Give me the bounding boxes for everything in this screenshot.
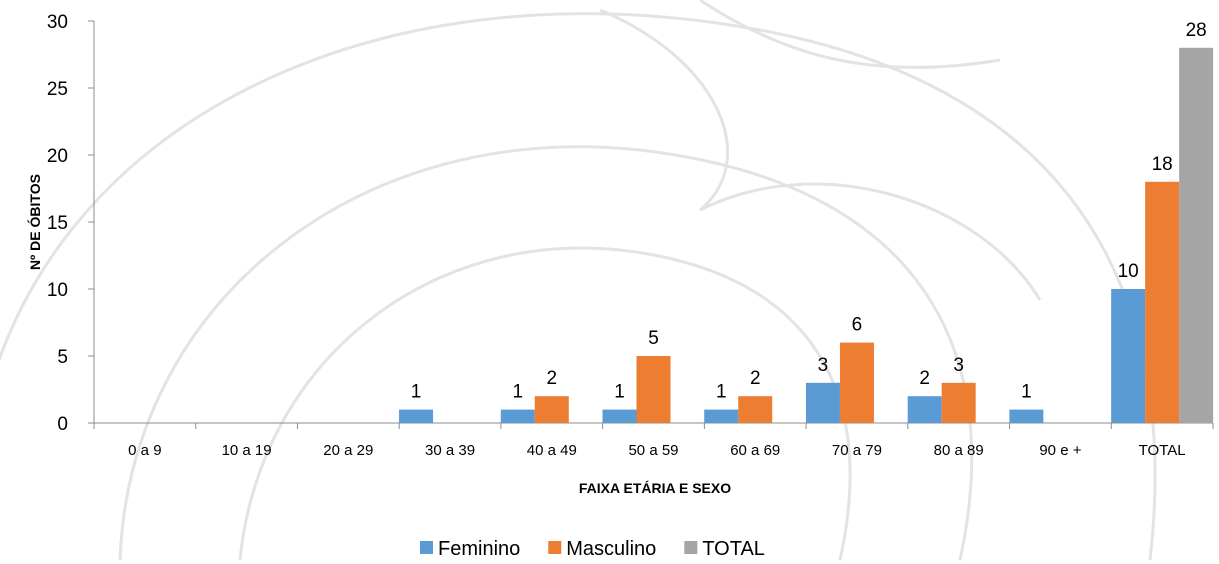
data-label: 3 bbox=[953, 355, 964, 376]
legend-swatch bbox=[420, 541, 433, 554]
x-tick-label: 50 a 59 bbox=[628, 442, 678, 459]
data-label: 1 bbox=[1021, 382, 1032, 403]
bar bbox=[1009, 409, 1044, 423]
x-tick-label: 30 a 39 bbox=[425, 442, 475, 459]
data-label: 5 bbox=[648, 328, 659, 349]
data-label: 1 bbox=[716, 382, 727, 403]
x-tick-label: 0 a 9 bbox=[128, 442, 161, 459]
x-tick-label: 10 a 19 bbox=[222, 442, 272, 459]
bars bbox=[399, 47, 1214, 424]
legend: Feminino Masculino TOTAL bbox=[420, 538, 765, 560]
bar bbox=[636, 356, 671, 423]
y-tick-label: 5 bbox=[57, 347, 68, 368]
x-tick-label: 60 a 69 bbox=[730, 442, 780, 459]
x-axis-title: FAIXA ETÁRIA E SEXO bbox=[579, 480, 731, 496]
data-label: 2 bbox=[750, 368, 761, 389]
watermark-swirl bbox=[0, 0, 1157, 561]
bar bbox=[1111, 289, 1146, 423]
y-tick-label: 0 bbox=[57, 414, 68, 435]
data-label: 1 bbox=[614, 382, 625, 403]
x-tick-label: 80 a 89 bbox=[934, 442, 984, 459]
x-tick-label: 90 e + bbox=[1039, 442, 1081, 459]
bar bbox=[805, 382, 840, 423]
x-tick-label: 20 a 29 bbox=[323, 442, 373, 459]
data-label: 2 bbox=[919, 368, 930, 389]
bar bbox=[500, 409, 535, 423]
bar bbox=[941, 382, 976, 423]
bar bbox=[534, 396, 569, 423]
data-label: 28 bbox=[1186, 20, 1207, 41]
data-label: 3 bbox=[818, 355, 829, 376]
y-tick-label: 20 bbox=[47, 146, 68, 167]
bar bbox=[907, 396, 942, 423]
data-label: 2 bbox=[546, 368, 557, 389]
legend-label: TOTAL bbox=[702, 538, 765, 560]
legend-swatch bbox=[548, 541, 562, 554]
data-label: 6 bbox=[852, 315, 863, 336]
legend-label: Feminino bbox=[438, 538, 520, 560]
bar bbox=[602, 409, 637, 423]
bar bbox=[839, 342, 874, 423]
bar bbox=[1179, 47, 1214, 424]
x-tick-label: TOTAL bbox=[1139, 442, 1186, 459]
x-tick-label: 70 a 79 bbox=[832, 442, 882, 459]
data-label: 1 bbox=[411, 382, 422, 403]
legend-label: Masculino bbox=[566, 538, 656, 560]
bar bbox=[399, 409, 434, 423]
data-label: 18 bbox=[1152, 154, 1173, 175]
data-label: 1 bbox=[512, 382, 523, 403]
y-tick-label: 15 bbox=[47, 213, 68, 234]
bar bbox=[704, 409, 739, 423]
y-axis-title: Nº DE ÓBITOS bbox=[26, 174, 43, 270]
y-tick-label: 30 bbox=[47, 12, 68, 33]
bar bbox=[738, 396, 773, 423]
legend-swatch bbox=[684, 541, 698, 554]
y-tick-label: 10 bbox=[47, 280, 68, 301]
x-tick-label: 40 a 49 bbox=[527, 442, 577, 459]
data-label: 10 bbox=[1118, 261, 1139, 282]
bar bbox=[1145, 181, 1180, 423]
y-tick-label: 25 bbox=[47, 79, 68, 100]
